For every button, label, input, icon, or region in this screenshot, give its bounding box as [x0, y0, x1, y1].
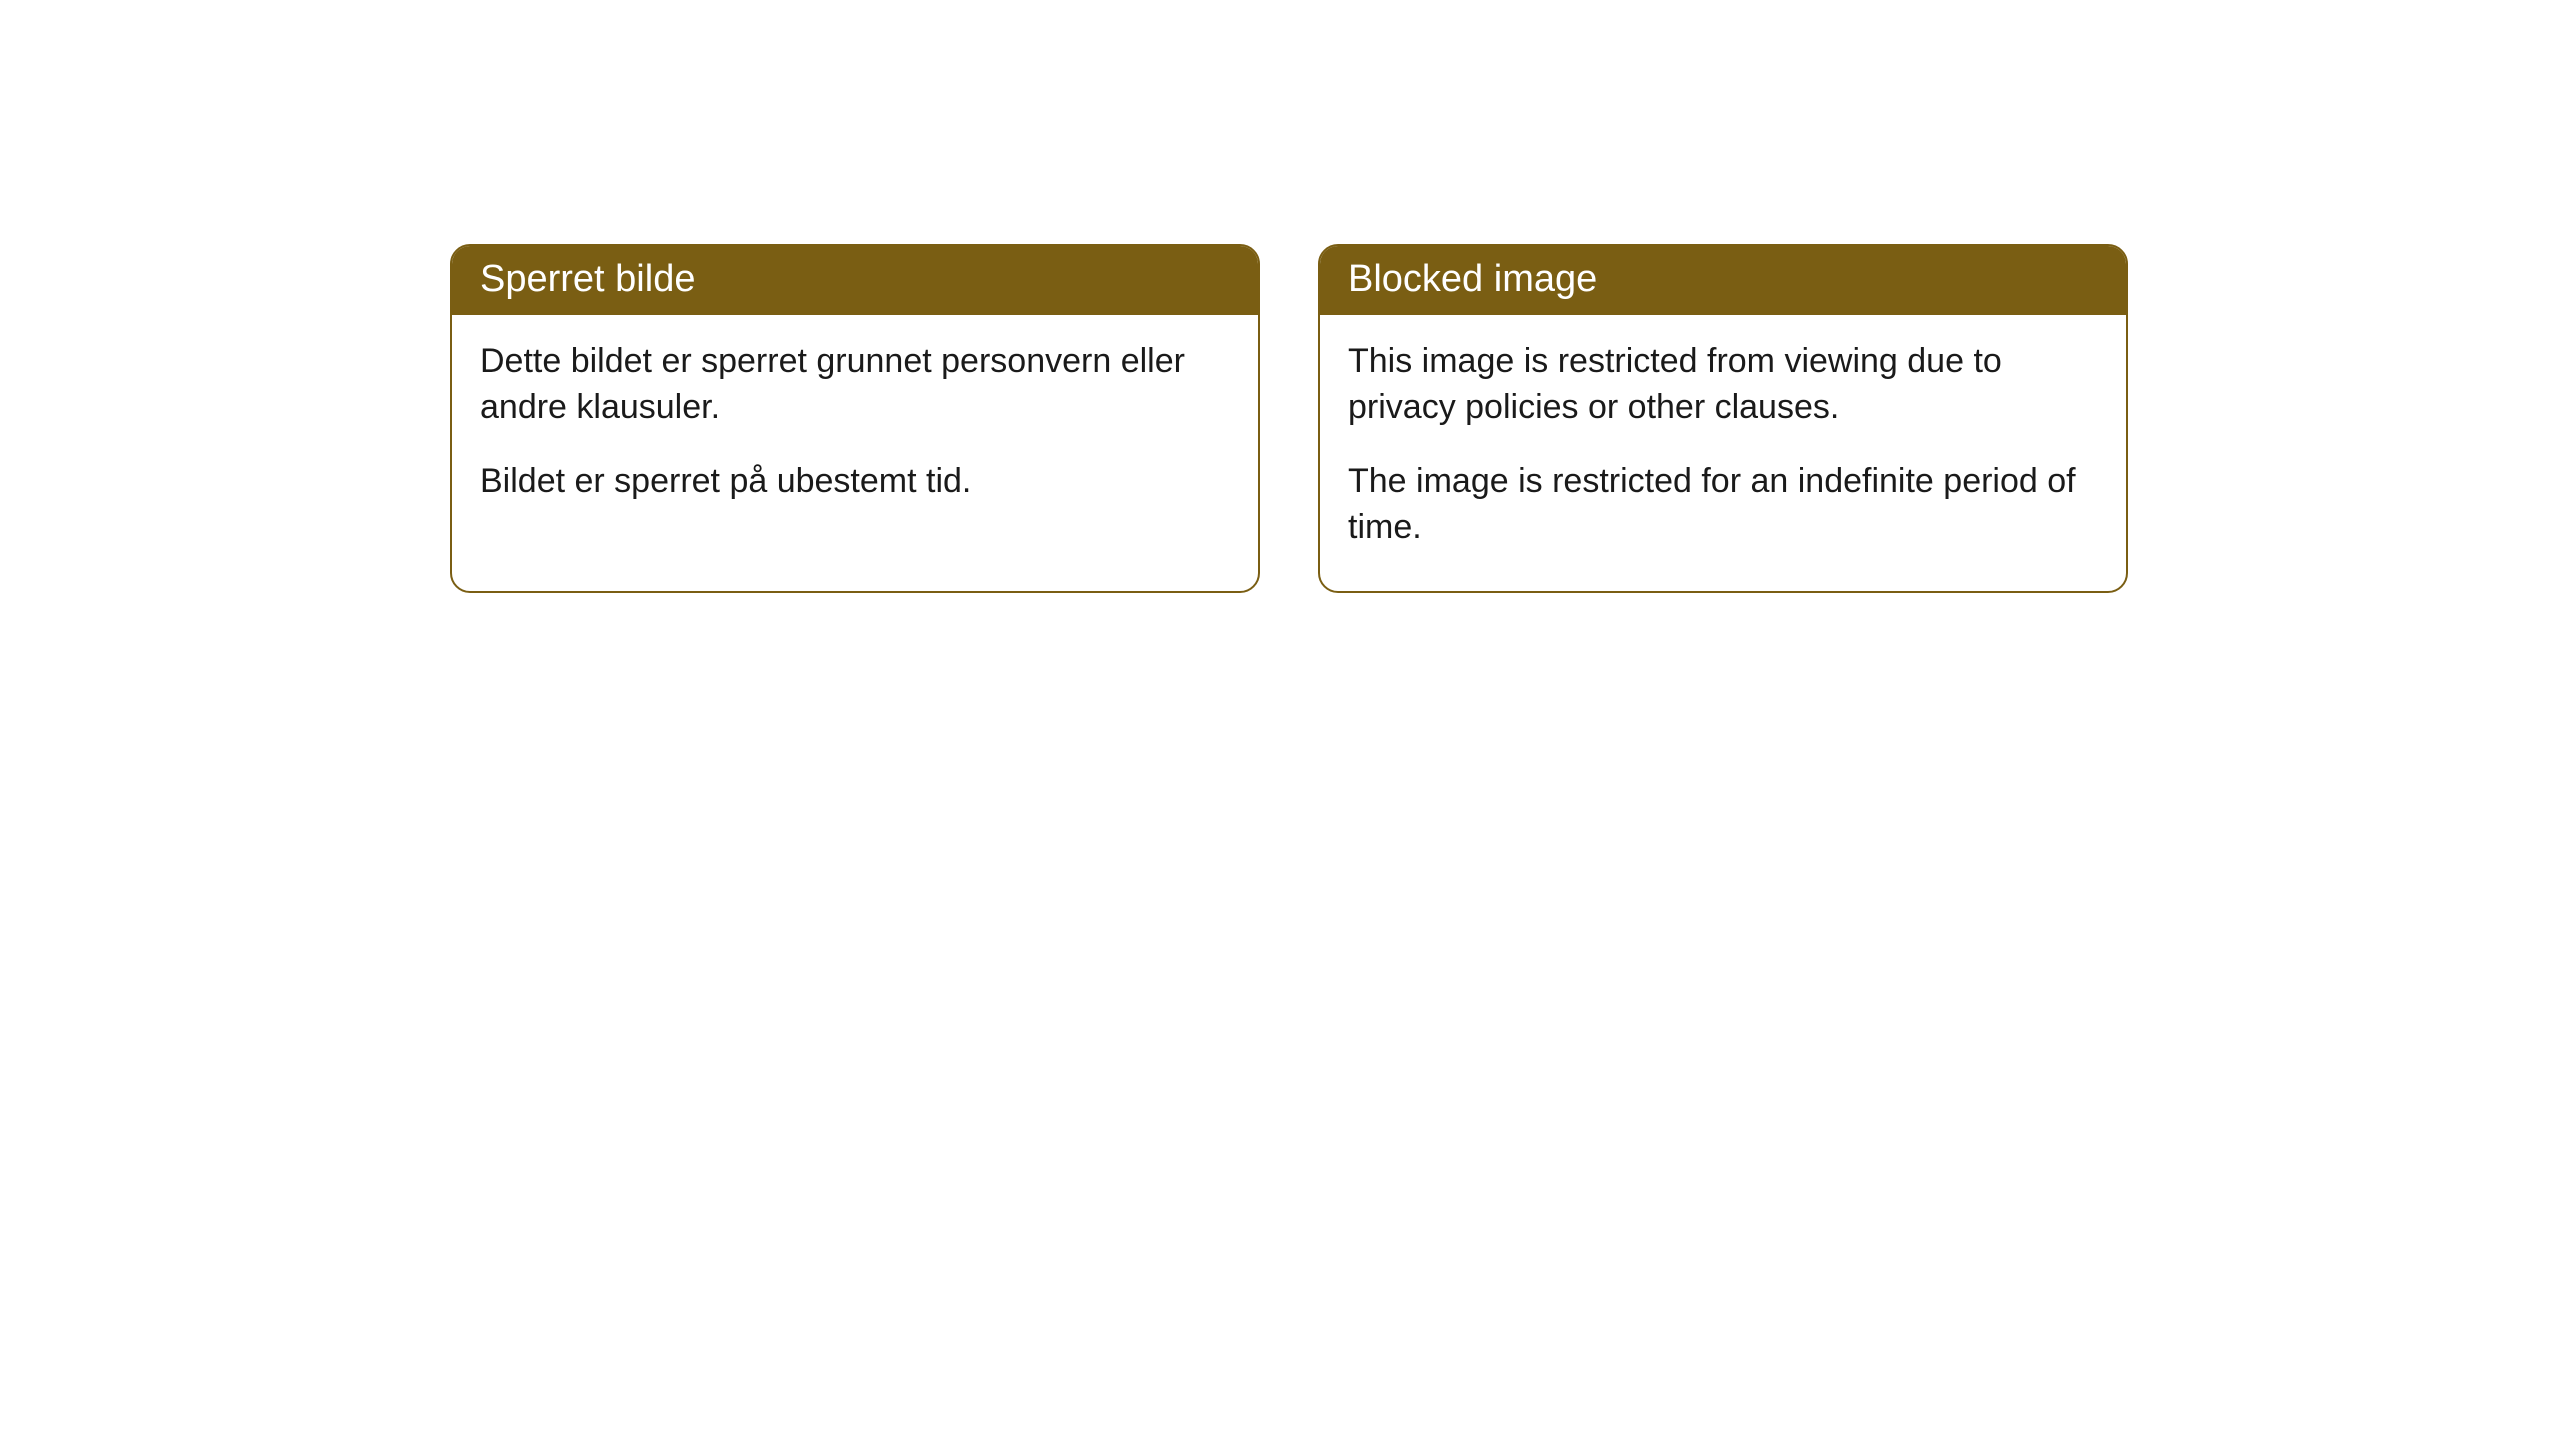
card-title-no: Sperret bilde — [452, 246, 1258, 315]
card-paragraph: Dette bildet er sperret grunnet personve… — [480, 339, 1230, 431]
card-paragraph: The image is restricted for an indefinit… — [1348, 459, 2098, 551]
card-body-no: Dette bildet er sperret grunnet personve… — [452, 315, 1258, 545]
card-body-en: This image is restricted from viewing du… — [1320, 315, 2126, 591]
blocked-image-card-no: Sperret bilde Dette bildet er sperret gr… — [450, 244, 1260, 593]
blocked-image-card-en: Blocked image This image is restricted f… — [1318, 244, 2128, 593]
card-paragraph: Bildet er sperret på ubestemt tid. — [480, 459, 1230, 505]
card-title-en: Blocked image — [1320, 246, 2126, 315]
card-paragraph: This image is restricted from viewing du… — [1348, 339, 2098, 431]
notice-cards-container: Sperret bilde Dette bildet er sperret gr… — [0, 0, 2560, 593]
